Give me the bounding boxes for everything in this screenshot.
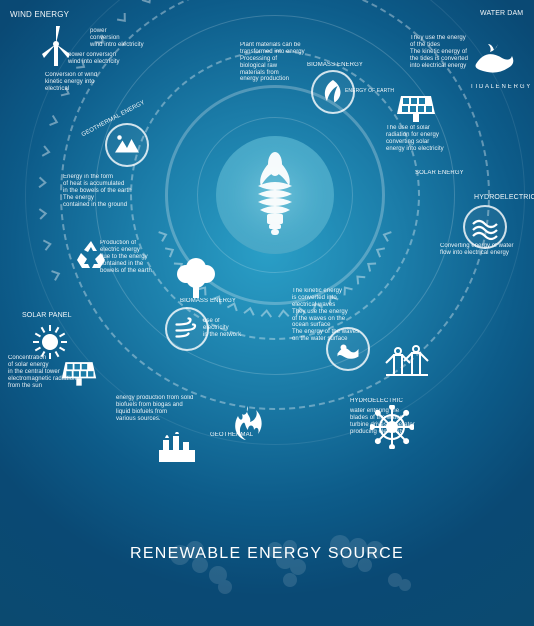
text-line: They use the energy bbox=[410, 35, 530, 42]
text-line: materials from bbox=[240, 70, 380, 77]
text-line: liquid biofuels from bbox=[116, 409, 266, 416]
text-line: electrical waves bbox=[292, 302, 422, 309]
text-line: water entering the bbox=[350, 408, 480, 415]
text-line: bowels of the earth bbox=[100, 268, 230, 275]
text-line: in the network bbox=[203, 332, 283, 339]
label-hydroLow: HYDROELECTRIC bbox=[350, 398, 403, 404]
textblock-wind1: powerconversionwind intro electricity bbox=[90, 28, 200, 49]
textblock-solarR: The use of solarradiation for energyconv… bbox=[386, 125, 516, 153]
textblock-bioFuel: energy production from solidbiofuels fro… bbox=[116, 395, 266, 423]
text-line: ocean surface bbox=[292, 322, 422, 329]
label-solarLeft: SOLAR PANEL bbox=[22, 312, 72, 319]
text-line: into electrical energy bbox=[410, 63, 530, 70]
text-line: turbine drives generator bbox=[350, 422, 480, 429]
text-line: energy production from solid bbox=[116, 395, 266, 402]
text-line: various sources. bbox=[116, 416, 266, 423]
textblock-hydroLow: water entering theblades of the watertur… bbox=[350, 408, 480, 436]
text-line: of heat is accumulated bbox=[63, 181, 193, 188]
text-line: in the bowels of the earth bbox=[63, 188, 193, 195]
text-line: radiation for energy bbox=[386, 132, 516, 139]
text-line: energy into electricity bbox=[386, 146, 516, 153]
text-line: wind into electricity bbox=[68, 59, 198, 66]
text-line: transformed into energy bbox=[240, 49, 380, 56]
textblock-tidal1: They use the energyof the tidesThe kinet… bbox=[410, 35, 530, 69]
text-line: biofuels from biogas and bbox=[116, 402, 266, 409]
text-line: Converting energy of water bbox=[440, 243, 534, 250]
text-line: power conversion bbox=[68, 52, 198, 59]
text-line: wind intro electricity bbox=[90, 42, 200, 49]
label-geoLow: GEOTHERMAL bbox=[210, 432, 253, 438]
world-map-icon bbox=[140, 525, 440, 615]
text-line: kinetic energy into bbox=[45, 79, 175, 86]
label-tidal: T I D A L E N E R G Y bbox=[470, 84, 530, 90]
text-line: The energy bbox=[63, 195, 193, 202]
text-line: due to the energy bbox=[100, 254, 230, 261]
mountain-icon bbox=[105, 123, 149, 167]
text-line: flow into electrical energy bbox=[440, 250, 534, 257]
textblock-prodElec: Production ofelectric energydue to the e… bbox=[100, 240, 230, 274]
text-line: Processing of bbox=[240, 56, 380, 63]
text-line: converting solar bbox=[386, 139, 516, 146]
text-line: of the tides bbox=[410, 42, 530, 49]
text-line: Plant materials can be bbox=[240, 42, 380, 49]
crane-icon bbox=[382, 345, 432, 379]
text-line: electricity bbox=[203, 325, 283, 332]
text-line: in the central tower bbox=[8, 369, 138, 376]
textblock-wind2: power conversionwind into electricity bbox=[68, 52, 198, 66]
plant-icon bbox=[155, 432, 199, 466]
textblock-wind3: Conversion of windkinetic energy intoele… bbox=[45, 72, 175, 93]
text-line: Concentration bbox=[8, 355, 138, 362]
text-line: producing electricity bbox=[350, 429, 480, 436]
textblock-kinetic: The kinetic energyis converted intoelect… bbox=[292, 288, 422, 343]
textblock-hydroR: Converting energy of waterflow into elec… bbox=[440, 243, 534, 257]
text-line: of the waves on the bbox=[292, 316, 422, 323]
text-line: power bbox=[90, 28, 200, 35]
text-line: from the sun bbox=[8, 383, 138, 390]
text-line: Energy in the form bbox=[63, 174, 193, 181]
textblock-useNet: use ofelectricityin the network bbox=[203, 318, 283, 339]
textblock-biomTop: Plant materials can betransformed into e… bbox=[240, 42, 380, 83]
text-line: Production of bbox=[100, 240, 230, 247]
textblock-solarL: Concentrationof solar energyin the centr… bbox=[8, 355, 138, 389]
text-line: on the water surface bbox=[292, 336, 422, 343]
text-line: The kinetic energy bbox=[292, 288, 422, 295]
text-line: biological raw bbox=[240, 63, 380, 70]
text-line: They use the energy bbox=[292, 309, 422, 316]
solarPanel-icon bbox=[395, 92, 437, 124]
text-line: conversion bbox=[90, 35, 200, 42]
label-biomassLow: BIOMASS ENERGY bbox=[180, 298, 236, 304]
text-line: electrical bbox=[45, 86, 175, 93]
text-line: blades of the water bbox=[350, 415, 480, 422]
label-wind: WIND ENERGY bbox=[10, 10, 69, 19]
text-line: contained in the bbox=[100, 261, 230, 268]
text-line: is converted into bbox=[292, 295, 422, 302]
label-energyEarth: ENERGY OF EARTH bbox=[345, 88, 394, 94]
text-line: the tides is converted bbox=[410, 56, 530, 63]
label-waterdam: WATER DAM bbox=[480, 10, 523, 17]
label-solarTop: SOLAR ENERGY bbox=[415, 170, 464, 176]
textblock-geo1: Energy in the formof heat is accumulated… bbox=[63, 174, 193, 208]
text-line: electromagnetic radiation bbox=[8, 376, 138, 383]
text-line: The kinetic energy of bbox=[410, 49, 530, 56]
text-line: Conversion of wind bbox=[45, 72, 175, 79]
text-line: of solar energy bbox=[8, 362, 138, 369]
text-line: The energy of the waves bbox=[292, 329, 422, 336]
text-line: contained in the ground bbox=[63, 202, 193, 209]
label-hydroRight: HYDROELECTRIC bbox=[474, 194, 534, 201]
text-line: energy production bbox=[240, 76, 380, 83]
text-line: The use of solar bbox=[386, 125, 516, 132]
text-line: use of bbox=[203, 318, 283, 325]
page-title: RENEWABLE ENERGY SOURCE bbox=[0, 545, 534, 563]
center-bulb-icon bbox=[216, 136, 334, 254]
text-line: electric energy bbox=[100, 247, 230, 254]
